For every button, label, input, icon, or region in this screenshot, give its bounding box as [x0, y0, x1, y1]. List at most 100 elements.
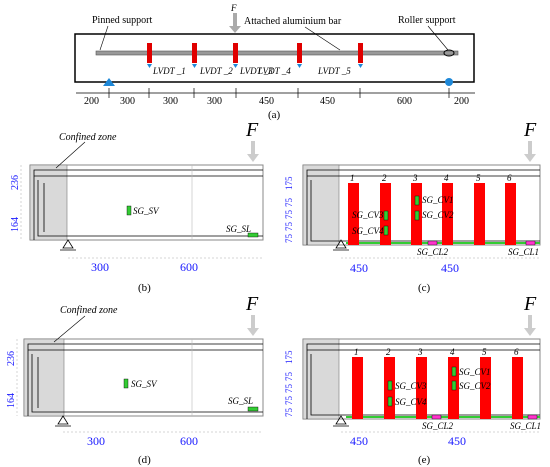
lvdt-5-label: LVDT _5 — [317, 66, 351, 76]
force-arrow-e — [524, 315, 536, 336]
panel-b: Confined zone F 236 164 SG_SV SG_SL 300 … — [10, 119, 264, 294]
pinned-support-label: Pinned support — [92, 15, 153, 26]
attached-bar-leader — [304, 26, 341, 51]
gauge-sg-sv-d — [123, 378, 129, 389]
caption-d: (d) — [138, 454, 151, 466]
dim-c-450-2: 450 — [441, 261, 459, 275]
gauge-cv2-e — [451, 380, 457, 391]
label-sg-sl-d: SG_SL — [228, 396, 253, 406]
gauge-sg-sl-d — [247, 406, 259, 412]
dim-a-200-right: 200 — [454, 96, 469, 107]
confined-zone-e — [302, 338, 340, 420]
dim-e-75-4: 75 — [284, 408, 294, 418]
label-cv4-c: SG_CV4 — [352, 226, 384, 236]
confined-zone-label-d: Confined zone — [60, 305, 118, 316]
label-cv2-c: SG_CV2 — [422, 210, 454, 220]
confined-zone-d — [23, 338, 65, 417]
stirrup-5-e: 5 — [482, 347, 487, 357]
confined-zone-c — [302, 164, 340, 246]
dim-d-236: 236 — [6, 351, 17, 366]
beam-outline — [74, 33, 475, 83]
force-label-e: F — [523, 293, 537, 315]
label-cv1-e: SG_CV1 — [459, 367, 491, 377]
dim-d-164: 164 — [6, 393, 17, 408]
dim-b-600: 600 — [180, 260, 198, 274]
caption-e: (e) — [418, 454, 431, 466]
label-cv1-c: SG_CV1 — [422, 195, 454, 205]
dim-b-300: 300 — [91, 260, 109, 274]
dim-b-164: 164 — [10, 217, 21, 232]
dim-a-450-2: 450 — [320, 96, 335, 107]
stirrup-4-c: 4 — [444, 173, 449, 183]
dim-c-75-4: 75 — [284, 234, 294, 244]
dim-a-300-2: 300 — [163, 96, 178, 107]
gauge-cl2-c — [427, 240, 438, 246]
gauge-cv3-c — [383, 210, 389, 221]
force-label-d: F — [245, 293, 259, 315]
label-sg-sv-b: SG_SV — [133, 206, 160, 216]
label-cl1-e: SG_CL1 — [510, 421, 541, 431]
label-cv4-e: SG_CV4 — [395, 397, 427, 407]
stirrup-2-e: 2 — [386, 347, 391, 357]
label-cv3-e: SG_CV3 — [395, 381, 427, 391]
label-cl2-e: SG_CL2 — [422, 421, 454, 431]
force-label-c: F — [523, 119, 537, 141]
dim-e-75-2: 75 — [284, 384, 294, 394]
confined-zone-label-b: Confined zone — [59, 132, 117, 143]
rebar-e — [306, 343, 540, 419]
stirrup-6-e: 6 — [514, 347, 519, 357]
dim-e-450-1: 450 — [350, 434, 368, 448]
dim-a-450-1: 450 — [259, 96, 274, 107]
force-arrow-a — [229, 13, 241, 33]
dim-a-300-1: 300 — [120, 96, 135, 107]
caption-b: (b) — [138, 282, 151, 294]
dim-a-200-left: 200 — [84, 96, 99, 107]
stirrup-2-c: 2 — [382, 173, 387, 183]
gauge-cl2-e — [431, 414, 442, 420]
stirrups-e — [352, 357, 523, 419]
label-cl1-c: SG_CL1 — [508, 247, 539, 257]
label-sg-sl-b: SG_SL — [226, 224, 251, 234]
support-e — [333, 415, 349, 427]
dim-a-600: 600 — [397, 96, 412, 107]
label-cv2-e: SG_CV2 — [459, 381, 491, 391]
stirrup-5-c: 5 — [476, 173, 481, 183]
roller-support-label: Roller support — [398, 15, 456, 26]
label-cv3-c: SG_CV3 — [352, 210, 384, 220]
rebar-b — [33, 169, 263, 240]
rebar-d — [27, 343, 263, 416]
lvdt-3-label: LVDT _3 — [239, 66, 273, 76]
force-arrow-b — [247, 141, 259, 162]
lvdt-2-label: LVDT _2 — [199, 66, 233, 76]
gauge-sg-sl-b — [247, 232, 259, 238]
dim-b-236: 236 — [10, 175, 21, 190]
caption-a: (a) — [268, 109, 281, 121]
gauge-cv3-e — [387, 380, 393, 391]
caption-c: (c) — [418, 282, 431, 294]
stirrup-6-c: 6 — [507, 173, 512, 183]
force-label-b: F — [245, 119, 259, 141]
gauge-cl1-c — [525, 240, 536, 246]
confined-zone-b — [29, 164, 68, 241]
stirrup-4-e: 4 — [450, 347, 455, 357]
support-b — [60, 239, 76, 251]
dim-e-450-2: 450 — [448, 434, 466, 448]
dim-e-175: 175 — [284, 350, 294, 364]
dim-e-75-1: 75 — [284, 372, 294, 382]
rebar-c — [306, 169, 540, 245]
support-c — [333, 239, 349, 251]
dim-c-175: 175 — [284, 176, 294, 190]
panel-e: 1 2 3 4 5 6 SG_CV3 SG_CV4 SG_CV1 SG_CV2 … — [284, 293, 541, 466]
gauge-cv1-c — [414, 195, 420, 206]
dim-c-75-1: 75 — [284, 198, 294, 208]
support-d — [55, 415, 71, 427]
gauge-cl1-e — [527, 414, 538, 420]
force-arrow-d — [247, 315, 259, 336]
roller-support-symbol — [445, 78, 453, 86]
dim-a-300-3: 300 — [207, 96, 222, 107]
pinned-support-leader — [99, 25, 109, 51]
stirrup-3-c: 3 — [412, 173, 418, 183]
dim-d-300: 300 — [87, 434, 105, 448]
dim-e-75-3: 75 — [284, 396, 294, 406]
